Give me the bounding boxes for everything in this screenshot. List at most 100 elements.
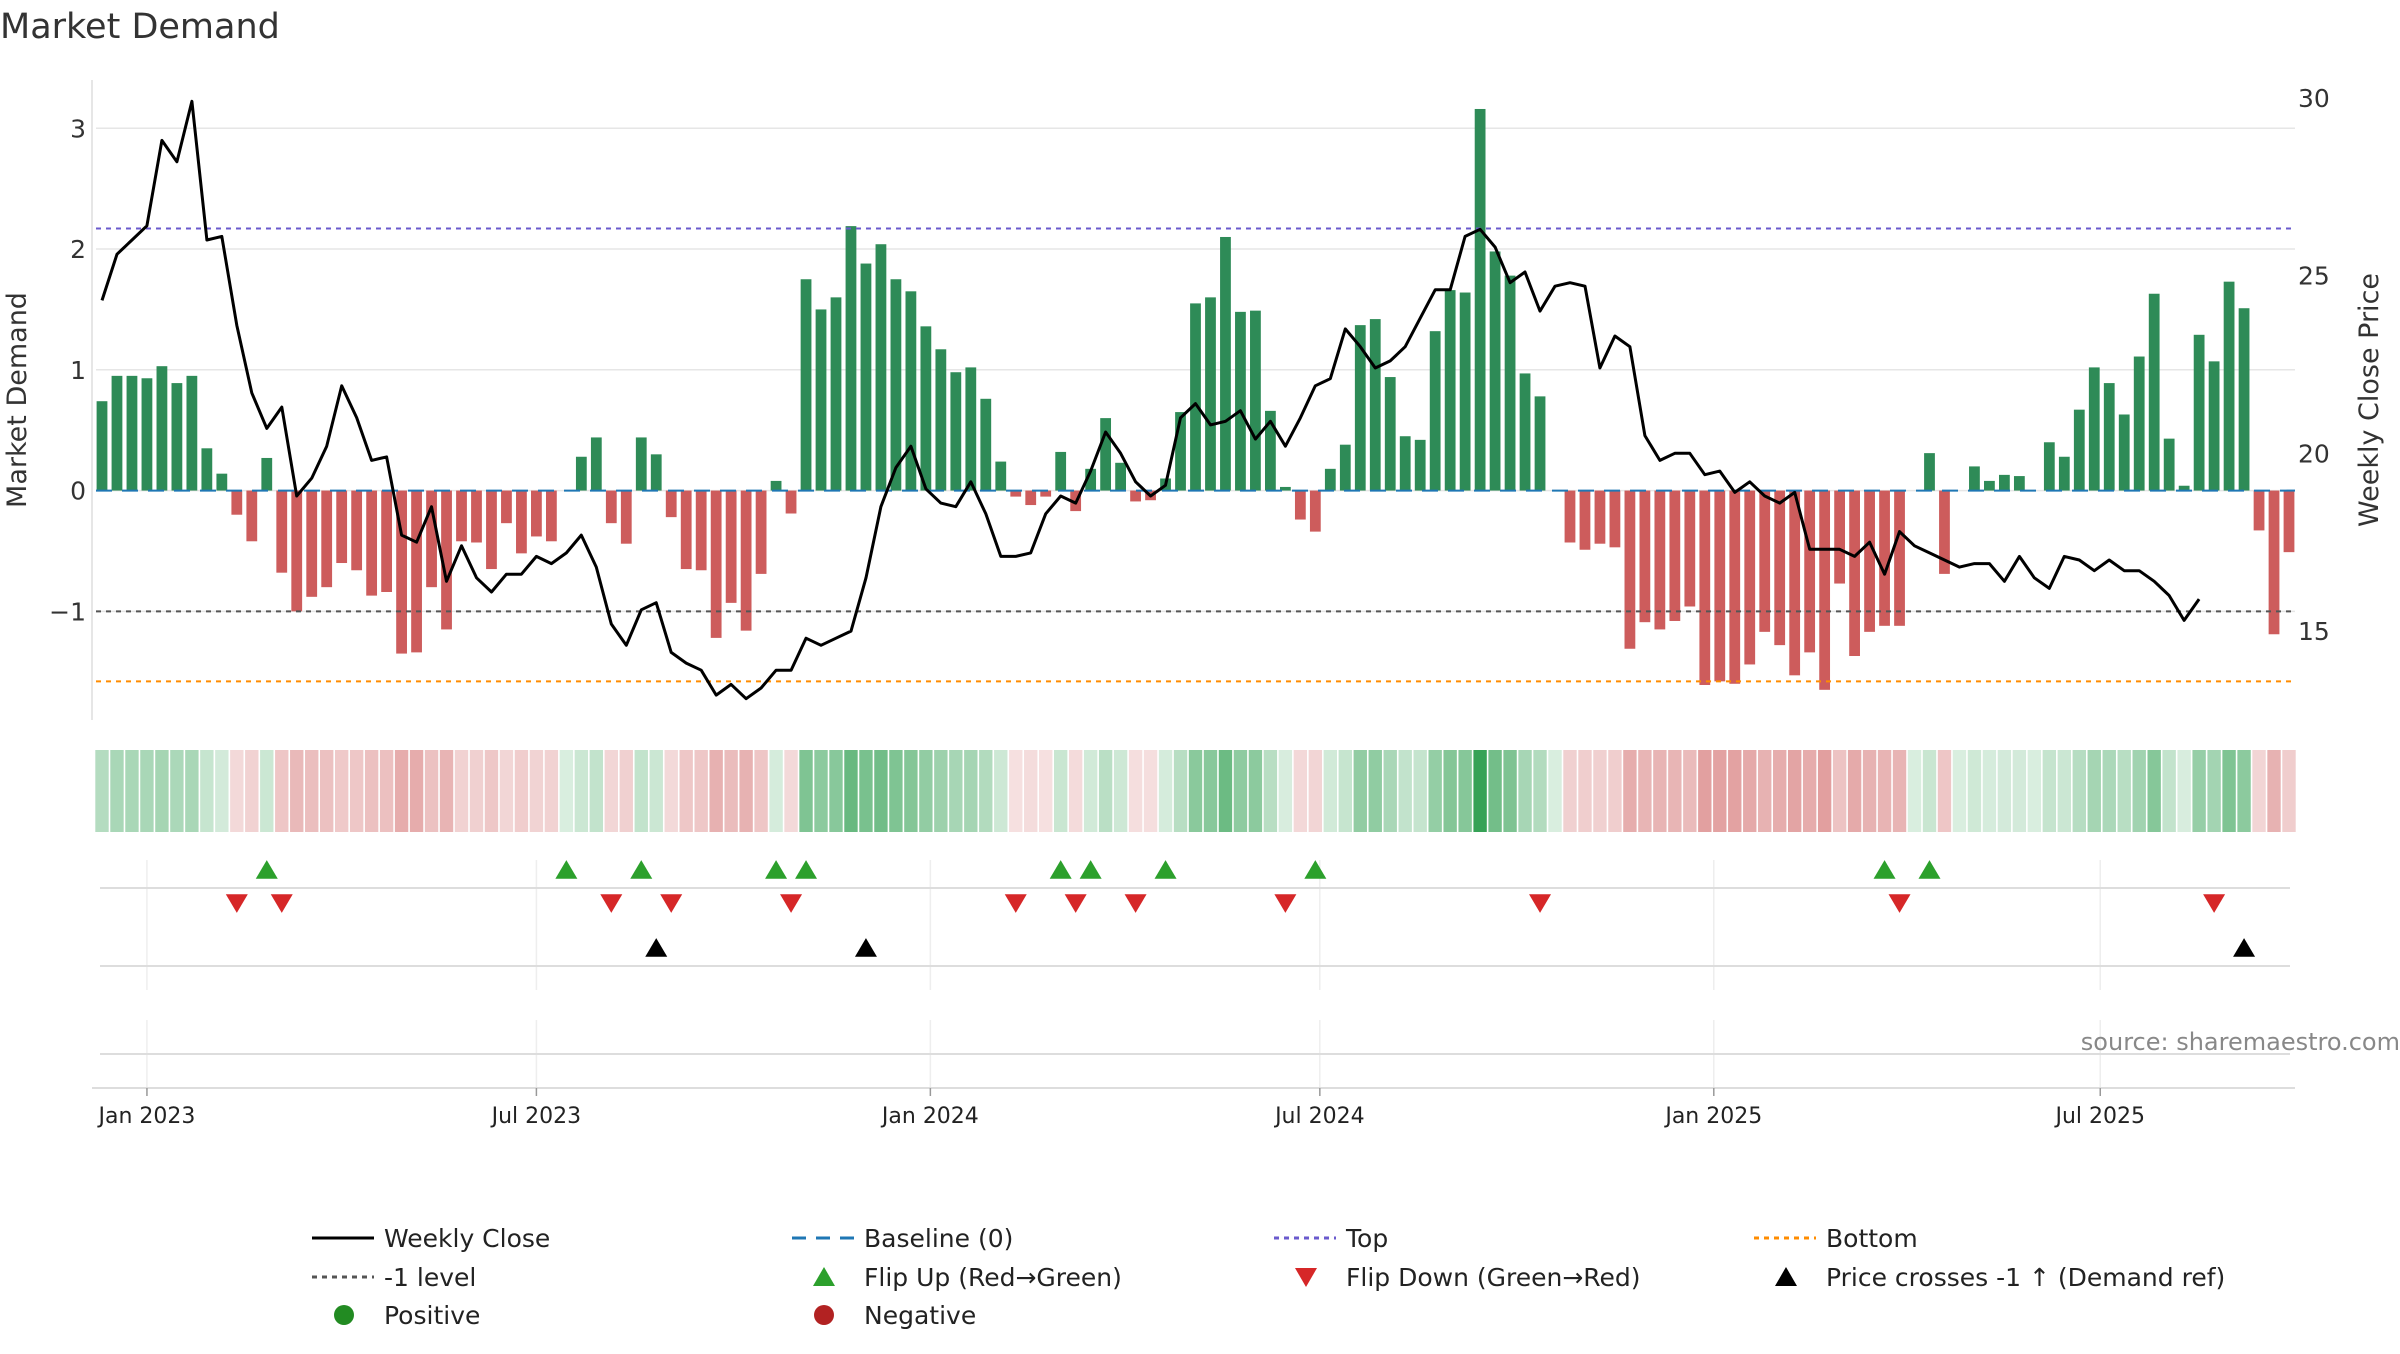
demand-bar	[890, 279, 902, 491]
flip-down-marker	[1064, 894, 1087, 913]
heat-strip-cell	[125, 750, 139, 832]
x-tick-label: Jul 2025	[2053, 1104, 2145, 1129]
demand-bar	[1984, 480, 1995, 491]
heat-strip-cell	[2162, 750, 2176, 832]
x-tick-label: Jan 2024	[880, 1104, 979, 1129]
demand-bar	[1055, 451, 1067, 491]
demand-bar	[680, 490, 692, 570]
heat-strip-cell	[814, 750, 828, 832]
heat-strip-cell	[1922, 750, 1937, 832]
demand-bar	[2178, 485, 2190, 491]
heat-strip-cell	[200, 750, 214, 832]
heat-strip-cell	[559, 750, 574, 832]
y-tick-label: −1	[49, 597, 86, 626]
heat-strip-cell	[95, 750, 109, 832]
flip-down-marker	[1004, 894, 1027, 913]
legend-item: Price crosses -1 ↑ (Demand ref)	[1775, 1263, 2225, 1292]
heat-strip-cell	[1593, 750, 1607, 832]
y2-tick-label: 15	[2298, 617, 2330, 646]
flip-down-marker	[1529, 894, 1552, 913]
heat-strip-cell	[245, 750, 259, 832]
flip-up-marker	[1079, 860, 1102, 879]
demand-bar	[785, 490, 797, 514]
y2-tick-label: 30	[2298, 84, 2330, 113]
heat-strip-cell	[1653, 750, 1667, 832]
demand-bar	[1669, 490, 1681, 621]
heat-strip-cell	[1728, 750, 1742, 832]
heat-strip-cell	[799, 750, 813, 832]
heat-strip-cell	[1158, 750, 1173, 832]
heat-strip-cell	[994, 750, 1008, 832]
demand-bar	[740, 490, 752, 631]
heat-strip-cell	[409, 750, 424, 832]
heat-strip-cell	[290, 750, 304, 832]
legend-label: Flip Up (Red→Green)	[864, 1263, 1122, 1292]
demand-bar	[920, 326, 932, 491]
demand-bar	[486, 490, 497, 570]
heat-strip-cell	[349, 750, 364, 832]
demand-heat-strip	[95, 750, 2296, 832]
heat-strip-cell	[110, 750, 124, 832]
demand-bar	[965, 367, 977, 491]
demand-bar	[1040, 490, 1052, 497]
heat-strip-cell	[769, 750, 783, 832]
demand-bar	[1849, 490, 1860, 656]
y2-tick-label: 25	[2298, 262, 2330, 291]
heat-strip-cell	[1743, 750, 1757, 832]
demand-bar	[1294, 490, 1306, 520]
heat-strip-cell	[2282, 750, 2296, 832]
demand-bar	[935, 349, 947, 491]
legend-label: Price crosses -1 ↑ (Demand ref)	[1826, 1263, 2225, 1292]
demand-bar	[980, 398, 992, 491]
heat-strip-cell	[155, 750, 169, 832]
demand-bar	[1190, 303, 1201, 491]
heat-strip-cell	[454, 750, 469, 832]
demand-bar	[171, 383, 183, 491]
demand-bar	[695, 490, 707, 571]
heat-strip-cell	[1892, 750, 1907, 832]
heat-strip-cell	[1713, 750, 1727, 832]
heat-strip-cell	[2267, 750, 2281, 832]
heat-strip-cell	[1907, 750, 1922, 832]
heat-strip-cell	[1533, 750, 1547, 832]
demand-bar	[2238, 308, 2250, 491]
flip-up-marker	[1154, 860, 1177, 879]
heat-strip-cell	[2012, 750, 2027, 832]
demand-bar	[1130, 490, 1141, 502]
heat-strip-cell	[1518, 750, 1532, 832]
heat-strip-cell	[1458, 750, 1472, 832]
legend-swatch-triangle-up	[1775, 1267, 1797, 1286]
heat-strip-cell	[964, 750, 978, 832]
heat-strip-cell	[1548, 750, 1562, 832]
demand-bar	[1250, 310, 1261, 491]
heat-strip-cell	[1997, 750, 2012, 832]
heat-strip-cell	[2147, 750, 2161, 832]
demand-bar	[1220, 236, 1231, 491]
heat-strip-cell	[1068, 750, 1083, 832]
heat-strip-cell	[499, 750, 514, 832]
heat-strip-cell	[574, 750, 589, 832]
demand-bar	[261, 457, 273, 491]
demand-bar	[411, 490, 422, 653]
y2-axis-label: Weekly Close Price	[2354, 273, 2385, 527]
demand-bar	[186, 375, 198, 491]
demand-bar	[516, 490, 527, 554]
chart-title: Market Demand	[0, 7, 280, 47]
demand-bar	[665, 490, 677, 518]
x-tick-label: Jan 2023	[96, 1104, 195, 1129]
heat-strip-cell	[544, 750, 559, 832]
demand-bar	[950, 372, 962, 491]
heat-strip-cell	[1173, 750, 1188, 832]
demand-bar	[1594, 490, 1606, 544]
demand-bar	[1939, 490, 1950, 574]
heat-strip-cell	[1323, 750, 1338, 832]
flip-up-marker	[1049, 860, 1072, 879]
heat-strip-cell	[1353, 750, 1367, 832]
demand-bar	[1834, 490, 1846, 584]
heat-strip-cell	[275, 750, 289, 832]
demand-bar	[96, 401, 108, 491]
demand-bar	[875, 244, 887, 491]
demand-bar	[1924, 453, 1935, 491]
heat-strip-cell	[1967, 750, 1982, 832]
demand-bar	[201, 448, 213, 491]
